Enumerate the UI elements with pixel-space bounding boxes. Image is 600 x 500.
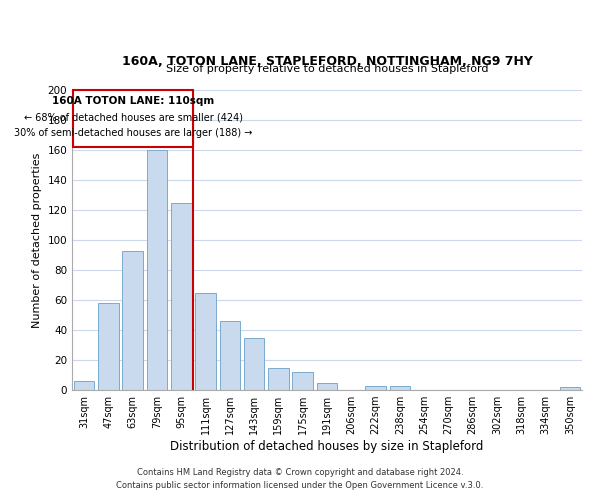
- Bar: [389, 386, 410, 390]
- Y-axis label: Number of detached properties: Number of detached properties: [32, 152, 42, 328]
- Bar: [74, 381, 94, 390]
- Bar: [244, 338, 265, 390]
- Text: 30% of semi-detached houses are larger (188) →: 30% of semi-detached houses are larger (…: [14, 128, 253, 138]
- Title: 160A, TOTON LANE, STAPLEFORD, NOTTINGHAM, NG9 7HY: 160A, TOTON LANE, STAPLEFORD, NOTTINGHAM…: [122, 55, 532, 68]
- Bar: [560, 387, 580, 390]
- Bar: [98, 303, 119, 390]
- Text: Size of property relative to detached houses in Stapleford: Size of property relative to detached ho…: [166, 64, 488, 74]
- Bar: [146, 150, 167, 390]
- Bar: [122, 250, 143, 390]
- Bar: [268, 368, 289, 390]
- X-axis label: Distribution of detached houses by size in Stapleford: Distribution of detached houses by size …: [170, 440, 484, 453]
- Bar: [195, 292, 216, 390]
- Text: 160A TOTON LANE: 110sqm: 160A TOTON LANE: 110sqm: [52, 96, 214, 106]
- Bar: [292, 372, 313, 390]
- Text: ← 68% of detached houses are smaller (424): ← 68% of detached houses are smaller (42…: [24, 112, 243, 122]
- Bar: [73, 90, 193, 147]
- Text: Contains HM Land Registry data © Crown copyright and database right 2024.: Contains HM Land Registry data © Crown c…: [137, 468, 463, 477]
- Bar: [365, 386, 386, 390]
- Text: Contains public sector information licensed under the Open Government Licence v.: Contains public sector information licen…: [116, 480, 484, 490]
- Bar: [171, 202, 191, 390]
- Bar: [220, 321, 240, 390]
- Bar: [317, 382, 337, 390]
